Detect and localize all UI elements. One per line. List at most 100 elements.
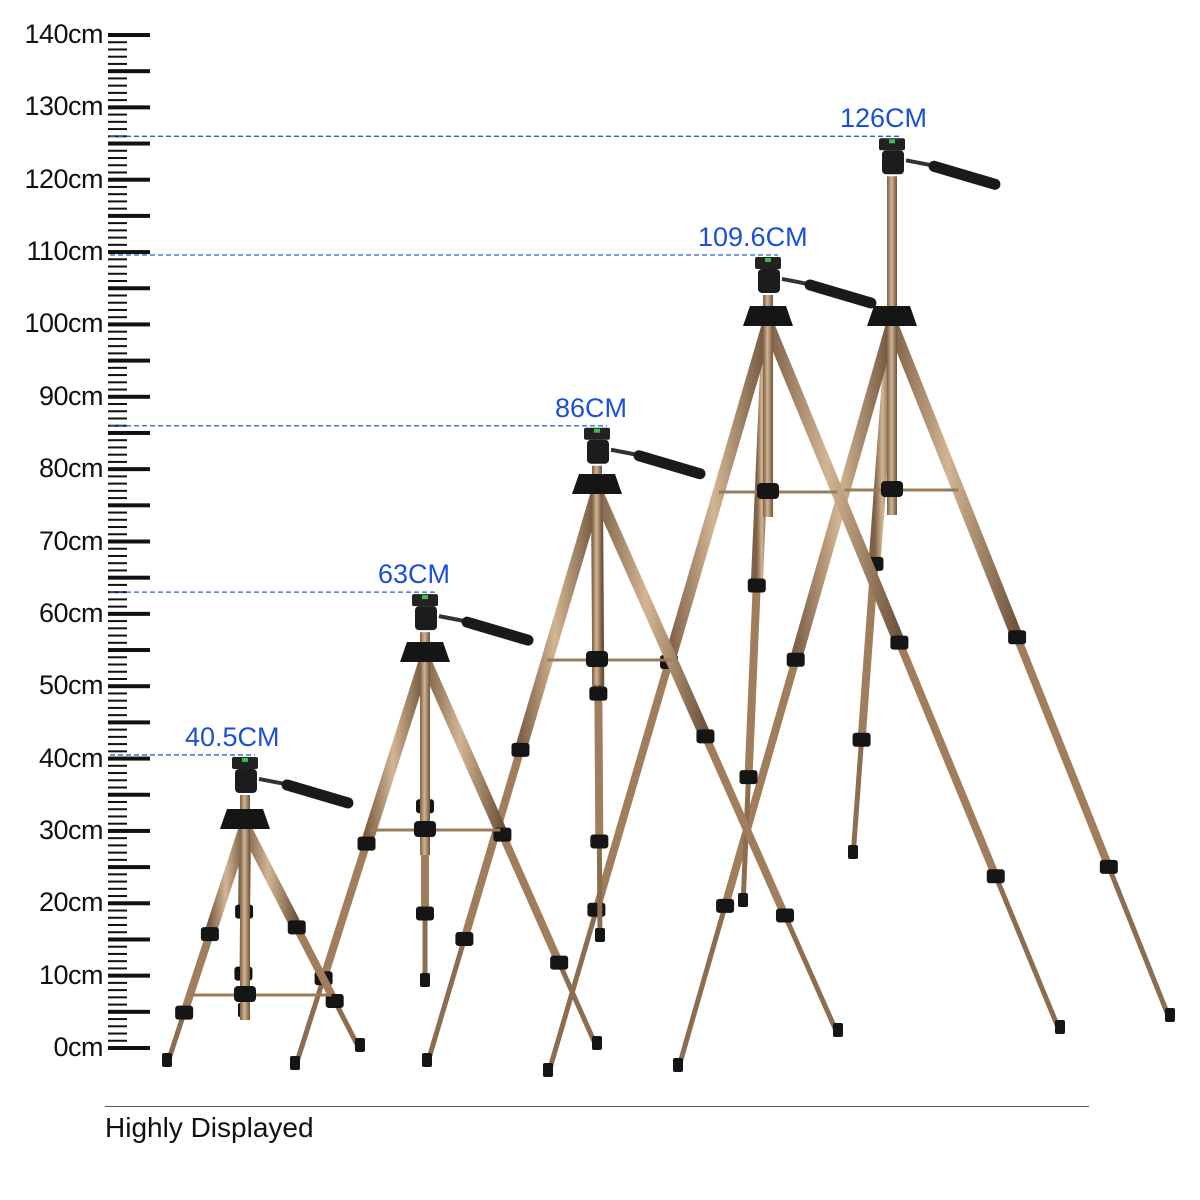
ruler-minor-tick [108,453,127,456]
pan-head [758,268,780,293]
spider-hub [586,651,608,667]
ruler-minor-tick [108,772,127,775]
ruler-minor-tick [108,460,127,463]
leg-upper-section [663,322,774,664]
ruler-minor-tick [108,41,127,44]
ruler-minor-tick [108,815,127,818]
ruler-minor-tick [108,620,127,623]
ruler-minor-tick [108,120,127,123]
leg-lock-clamp [325,993,344,1008]
ruler-major-tick [108,575,150,580]
leg-upper-section [762,321,905,645]
ruler-minor-tick [108,518,127,521]
tripod [110,754,365,1067]
leg-lock-clamp [1008,630,1027,645]
ruler-label: 70cm [38,525,104,556]
leg-lock-clamp [890,635,909,650]
height-label: 86CM [555,392,628,423]
ruler-major-tick [108,973,150,978]
leg-upper-section [789,322,898,662]
ruler-minor-tick [108,670,127,673]
ruler-minor-tick [108,786,127,789]
ruler-minor-tick [108,989,127,992]
pan-head [882,150,904,175]
ruler-minor-tick [108,475,127,478]
leg-middle-section [498,832,563,965]
leg-lock-clamp [511,742,530,757]
camera-plate [584,427,610,440]
ruler-major-tick [108,1046,150,1050]
leg-middle-section [592,660,673,911]
leg-middle-section [319,842,371,980]
ruler-minor-tick [108,135,127,138]
leg-lock-clamp [786,652,805,667]
ruler-minor-tick [108,952,127,955]
ruler-minor-tick [108,316,127,319]
leg-middle-section [1013,635,1113,869]
ruler-label: 40cm [38,742,104,773]
ruler-minor-tick [108,84,127,87]
leg-foot [833,1023,843,1037]
ruler-minor-tick [108,113,127,116]
ruler-major-tick [108,648,150,653]
ruler-minor-tick [108,185,127,188]
ruler-minor-tick [108,337,127,340]
tripod [110,425,843,1067]
ruler-minor-tick [108,482,127,485]
ruler-label: 120cm [24,163,103,194]
ruler-major-tick [108,720,150,725]
ruler-minor-tick [108,743,127,746]
ruler-label: 110cm [26,236,103,267]
ruler-minor-tick [108,374,127,377]
ruler-minor-tick [108,157,127,160]
ruler-label: 0cm [53,1032,103,1062]
ruler-minor-tick [108,366,127,369]
ruler-label: 140cm [24,19,103,49]
leg-lock-clamp [739,770,758,785]
ruler-minor-tick [108,280,127,283]
ruler-minor-tick [108,99,127,102]
ruler-minor-tick [108,533,127,536]
camera-plate [412,594,438,607]
ruler-minor-tick [108,764,127,767]
spider-hub [414,821,436,837]
leg-lock-clamp [775,908,794,923]
leg-lower-section [782,914,841,1037]
ruler-minor-tick [108,403,127,406]
ruler-minor-tick [108,91,127,94]
ruler-minor-tick [108,967,127,970]
ruler-minor-tick [108,808,127,811]
ruler-minor-tick [108,880,127,883]
leg-middle-section [857,563,879,741]
leg-foot [848,845,858,859]
ruler-major-tick [108,250,150,255]
tripod [110,591,602,1070]
leg-lock-clamp [357,836,376,851]
spider-hub [234,986,256,1002]
ruler-major-tick [108,105,150,110]
leg-crown [743,306,793,326]
ruler-minor-tick [108,605,127,608]
ruler-minor-tick [108,497,127,500]
pan-handle [928,160,1001,190]
ruler-minor-tick [108,1025,127,1028]
leg-upper-section [419,657,508,838]
bubble-level [422,595,428,600]
spider-hub [881,481,903,497]
camera-plate [755,256,781,269]
ruler-minor-tick [108,1032,127,1035]
ruler-minor-tick [108,981,127,984]
ruler-minor-tick [108,634,127,637]
leg-upper-section [204,825,251,936]
ruler-minor-tick [108,439,127,442]
ruler-minor-tick [108,735,127,738]
leg-lock-clamp [852,732,871,747]
ruler-minor-tick [108,598,127,601]
ruler-minor-tick [108,62,127,65]
leg-crown [867,306,917,326]
ruler-label: 10cm [38,959,104,990]
leg-foot [420,973,430,987]
ruler-minor-tick [108,388,127,391]
ruler-minor-tick [108,837,127,840]
leg-foot [290,1056,300,1070]
